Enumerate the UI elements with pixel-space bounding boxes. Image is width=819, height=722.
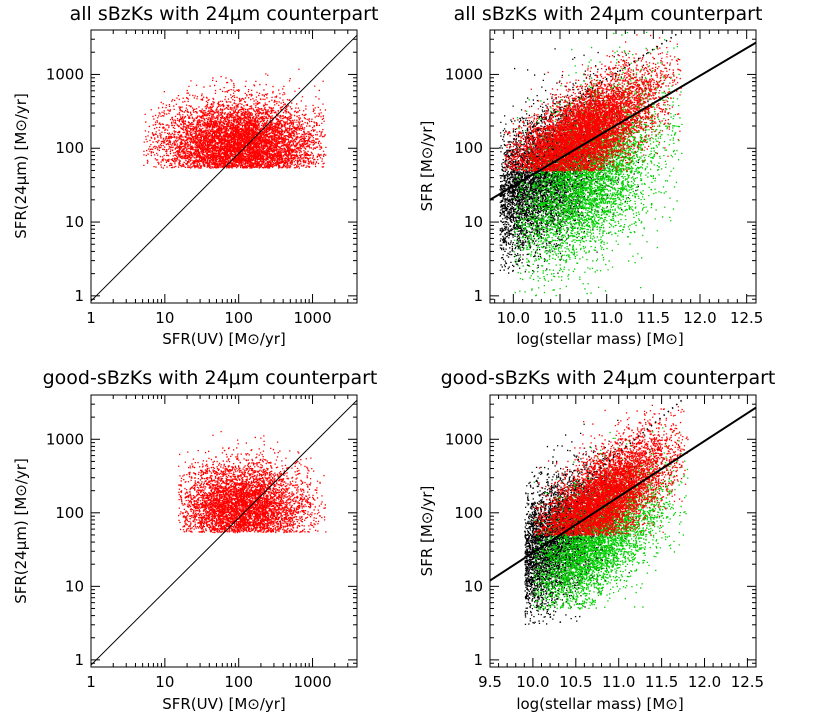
panel-title: good-sBzKs with 24μm counterpart — [43, 367, 378, 389]
panel-bottom-left: good-sBzKs with 24μm counterpart 1 10 100 1… — [12, 367, 377, 713]
x-tick-label: 9.5 — [478, 673, 502, 691]
x-tick-label: 1000 — [293, 673, 331, 691]
x-axis-label: SFR(UV) [M⊙/yr] — [162, 330, 286, 348]
dotted-envelope-line — [498, 33, 678, 149]
x-tick-label: 10.5 — [543, 309, 576, 327]
scatter-series-24-m-based-sfr — [504, 34, 682, 172]
y-tick-label: 1 — [74, 651, 84, 669]
y-tick-label: 10 — [65, 577, 84, 595]
x-tick-label: 10.0 — [497, 309, 530, 327]
y-axis-label: SFR(24μm) [M⊙/yr] — [12, 458, 30, 604]
panel-bottom-right: good-sBzKs with 24μm counterpart 9.5 10.0… — [418, 367, 775, 713]
plot-frame — [90, 394, 358, 668]
panel-top-right: all sBzKs with 24μm counterpart 10.0 10.5… — [418, 3, 763, 348]
x-tick-label: 1000 — [293, 309, 331, 327]
x-tick-label: 10.5 — [559, 673, 592, 691]
y-axis-label: SFR [M⊙/yr] — [418, 121, 436, 212]
x-tick-label: 11.0 — [602, 673, 635, 691]
axis-ticks: 10.0 10.5 11.0 11.5 12.0 12.5 1 10 100 1000 — [445, 30, 763, 327]
y-tick-label: 1000 — [46, 65, 84, 83]
trend-lines — [91, 399, 357, 666]
x-tick-label: 10.0 — [516, 673, 549, 691]
panel-title: all sBzKs with 24μm counterpart — [70, 3, 379, 25]
trend-lines — [490, 398, 756, 582]
x-tick-label: 12.0 — [688, 673, 721, 691]
x-axis-label: log(stellar mass) [M⊙] — [516, 330, 683, 348]
x-tick-label: 10 — [155, 673, 174, 691]
x-tick-label: 11.5 — [645, 673, 678, 691]
y-tick-label: 1 — [74, 287, 84, 305]
scatter-points — [499, 31, 683, 297]
x-tick-label: 12.5 — [731, 673, 764, 691]
plot-frame — [90, 29, 358, 304]
y-tick-label: 100 — [55, 504, 84, 522]
x-tick-label: 1 — [86, 309, 96, 327]
panel-top-left: all sBzKs with 24μm counterpart 1 10 100 10… — [12, 3, 378, 348]
x-tick-label: 12.5 — [730, 309, 763, 327]
y-tick-label: 1000 — [46, 430, 84, 448]
plot-frame — [489, 394, 757, 668]
trend-lines — [91, 34, 357, 302]
y-tick-label: 10 — [464, 577, 483, 595]
x-tick-label: 12.0 — [683, 309, 716, 327]
trend-line — [91, 34, 357, 302]
x-axis-label: log(stellar mass) [M⊙] — [516, 695, 683, 713]
y-tick-label: 1000 — [445, 65, 483, 83]
x-tick-label: 100 — [224, 309, 253, 327]
x-tick-label: 10 — [155, 309, 174, 327]
axis-ticks: 9.5 10.0 10.5 11.0 11.5 12.0 12.5 1 10 100 1000 — [445, 395, 764, 691]
panel-title: good-sBzKs with 24μm counterpart — [441, 367, 776, 389]
scatter-series-24-m-based-sfr — [533, 404, 689, 537]
plot-frame — [489, 29, 757, 304]
trend-line — [490, 406, 756, 582]
y-tick-label: 1 — [473, 287, 483, 305]
y-tick-label: 1 — [473, 651, 483, 669]
scatter-points — [143, 68, 327, 169]
y-tick-label: 10 — [464, 213, 483, 231]
trend-line — [91, 399, 357, 666]
scatter-series-all-sbzks — [499, 48, 649, 274]
y-axis-label: SFR [M⊙/yr] — [418, 486, 436, 577]
x-tick-label: 1 — [86, 673, 96, 691]
x-axis-label: SFR(UV) [M⊙/yr] — [162, 695, 286, 713]
scatter-points — [178, 431, 327, 534]
axis-ticks: 1 10 100 1000 1 10 100 1000 — [46, 395, 357, 691]
scatter-series-good-sbzk-24-m-detected- — [178, 431, 327, 534]
scatter-points — [524, 404, 689, 625]
y-tick-label: 10 — [65, 213, 84, 231]
y-axis-label: SFR(24μm) [M⊙/yr] — [12, 93, 30, 239]
x-tick-label: 11.5 — [637, 309, 670, 327]
panel-title: all sBzKs with 24μm counterpart — [454, 3, 763, 25]
y-tick-label: 1000 — [445, 430, 483, 448]
scatter-series-sbzk-24-m-detected- — [143, 68, 327, 169]
trend-line — [490, 41, 756, 201]
y-tick-label: 100 — [55, 139, 84, 157]
x-tick-label: 100 — [224, 673, 253, 691]
y-tick-label: 100 — [454, 504, 483, 522]
trend-lines — [490, 33, 756, 201]
axis-ticks: 1 10 100 1000 1 10 100 1000 — [46, 30, 357, 327]
dotted-envelope-line — [523, 398, 684, 533]
x-tick-label: 11.0 — [590, 309, 623, 327]
y-tick-label: 100 — [454, 139, 483, 157]
